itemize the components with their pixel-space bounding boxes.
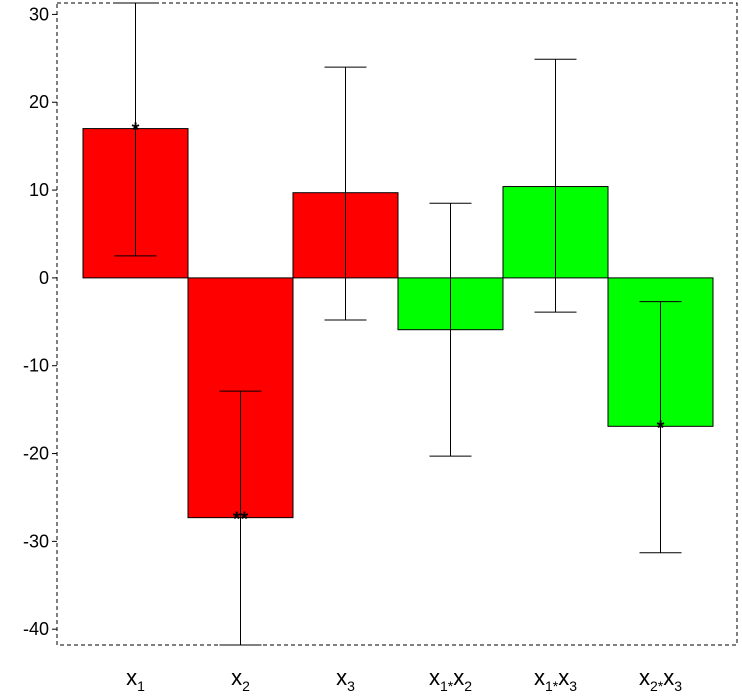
y-tick-label: -30 [23, 531, 49, 551]
y-tick-label: 0 [39, 268, 49, 288]
y-axis: 30 20 10 0 -10 -20 -30 -40 [23, 4, 57, 639]
x-category-label: x1 [126, 665, 145, 694]
plot-frame [56, 2, 738, 646]
y-tick-label: -40 [23, 619, 49, 639]
x-category-label: x3 [336, 665, 355, 694]
x-category-label: x2*x3 [639, 665, 682, 694]
x-category-label: x1*x2 [429, 665, 472, 694]
y-tick-label: 20 [29, 92, 49, 112]
significance-marker: ** [233, 509, 249, 531]
significance-marker: * [132, 120, 140, 142]
y-tick-label: -20 [23, 444, 49, 464]
error-bars [114, 2, 682, 646]
y-tick-label: 10 [29, 180, 49, 200]
bars [82, 128, 714, 519]
x-axis-labels: x1 x2 x3 x1*x2 x1*x3 x2*x3 [126, 665, 682, 694]
x-category-label: x1*x3 [534, 665, 577, 694]
y-tick-label: -10 [23, 356, 49, 376]
y-tick-label: 30 [29, 4, 49, 24]
significance-marker: * [657, 417, 665, 439]
significance-markers: **** [132, 120, 665, 531]
x-category-label: x2 [231, 665, 250, 694]
